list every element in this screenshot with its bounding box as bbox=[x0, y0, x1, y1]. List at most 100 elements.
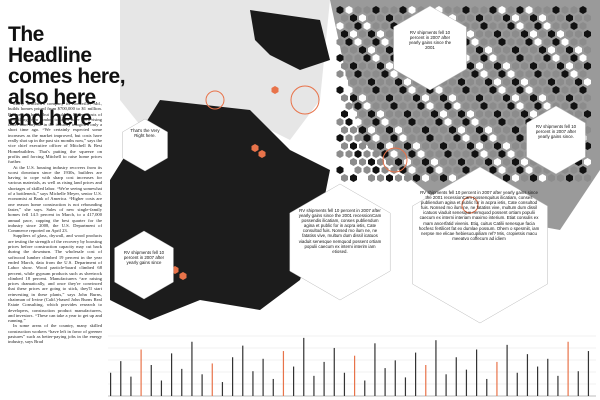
pixel-hex bbox=[476, 126, 483, 134]
pixel-hex bbox=[476, 94, 483, 102]
pixel-hex bbox=[354, 166, 362, 174]
pixel-hex bbox=[467, 94, 474, 102]
pixel-hex bbox=[579, 38, 587, 46]
pixel-hex bbox=[467, 30, 474, 38]
pixel-hex bbox=[521, 142, 528, 150]
pixel-hex bbox=[530, 30, 537, 38]
pixel-hex bbox=[404, 110, 411, 118]
pixel-hex bbox=[552, 54, 560, 62]
pixel-hex bbox=[354, 22, 362, 30]
pixel-hex bbox=[354, 54, 362, 62]
pixel-hex bbox=[480, 22, 488, 30]
pixel-hex bbox=[368, 142, 375, 150]
pixel-hex bbox=[390, 70, 398, 78]
pixel-hex bbox=[467, 46, 474, 54]
pixel-hex bbox=[471, 134, 479, 142]
bar bbox=[262, 358, 264, 396]
pixel-hex bbox=[543, 38, 551, 46]
pixel-hex bbox=[413, 142, 420, 150]
pixel-hex bbox=[579, 22, 587, 30]
pixel-hex bbox=[413, 174, 420, 182]
pixel-hex bbox=[575, 14, 582, 22]
pixel-hex bbox=[584, 46, 591, 54]
pixel-hex bbox=[503, 110, 510, 118]
pixel-hex bbox=[413, 94, 420, 102]
callout-hex bbox=[114, 230, 174, 300]
pixel-hex bbox=[489, 38, 497, 46]
pixel-hex bbox=[561, 70, 569, 78]
callout: RV shipments fell 10 percent in 2007 aft… bbox=[418, 190, 540, 241]
pixel-hex bbox=[444, 118, 452, 126]
pixel-hex bbox=[341, 46, 348, 54]
pixel-hex bbox=[512, 110, 519, 118]
pixel-hex bbox=[363, 102, 371, 110]
pixel-hex bbox=[503, 14, 510, 22]
pixel-hex bbox=[566, 62, 573, 70]
pixel-hex bbox=[449, 158, 456, 166]
pixel-hex bbox=[516, 102, 524, 110]
pixel-hex bbox=[507, 166, 515, 174]
pixel-hex bbox=[471, 102, 479, 110]
pixel-hex bbox=[422, 94, 429, 102]
pixel-hex bbox=[552, 38, 560, 46]
pixel-hex bbox=[494, 62, 501, 70]
pixel-hex bbox=[404, 94, 411, 102]
pixel-hex bbox=[341, 62, 348, 70]
pixel-hex bbox=[525, 6, 533, 14]
pixel-hex bbox=[503, 142, 510, 150]
bar bbox=[191, 341, 193, 396]
pixel-hex bbox=[525, 22, 533, 30]
pixel-hex bbox=[512, 14, 519, 22]
pixel-hex bbox=[336, 102, 344, 110]
pixel-hex bbox=[449, 142, 456, 150]
pixel-hex bbox=[354, 38, 362, 46]
callout: RV shipments fell 10 percent in 2007 aft… bbox=[408, 30, 452, 51]
pixel-hex bbox=[372, 118, 380, 126]
pixel-hex bbox=[516, 54, 524, 62]
pixel-hex bbox=[372, 70, 380, 78]
pixel-hex bbox=[363, 70, 371, 78]
pixel-hex bbox=[431, 174, 438, 182]
pixel-hex bbox=[561, 86, 569, 94]
pixel-hex bbox=[453, 150, 461, 158]
pixel-hex bbox=[444, 150, 452, 158]
pixel-hex bbox=[480, 6, 488, 14]
pixel-hex bbox=[404, 78, 411, 86]
pixel-hex bbox=[350, 158, 357, 166]
pixel-hex bbox=[417, 102, 425, 110]
pixel-hex bbox=[539, 46, 546, 54]
pixel-hex bbox=[395, 174, 402, 182]
pixel-hex bbox=[534, 86, 542, 94]
pixel-hex bbox=[489, 54, 497, 62]
pixel-hex bbox=[480, 150, 488, 158]
pixel-hex bbox=[543, 6, 551, 14]
pixel-hex bbox=[336, 134, 344, 142]
pixel-hex bbox=[498, 86, 506, 94]
pixel-hex bbox=[507, 150, 515, 158]
pixel-hex bbox=[431, 158, 438, 166]
pixel-hex bbox=[350, 110, 357, 118]
pixel-hex bbox=[489, 102, 497, 110]
pixel-hex bbox=[408, 86, 416, 94]
land-dark bbox=[250, 10, 330, 70]
pixel-hex bbox=[521, 14, 528, 22]
pixel-hex bbox=[503, 158, 510, 166]
pixel-hex bbox=[404, 142, 411, 150]
pixel-hex bbox=[557, 14, 564, 22]
pixel-hex bbox=[512, 78, 519, 86]
pixel-hex bbox=[467, 62, 474, 70]
pixel-hex bbox=[363, 22, 371, 30]
pixel-hex bbox=[458, 142, 465, 150]
pixel-hex bbox=[453, 6, 461, 14]
bar bbox=[282, 351, 285, 396]
pixel-hex bbox=[354, 150, 362, 158]
pixel-hex bbox=[570, 166, 578, 174]
pixel-hex bbox=[494, 110, 501, 118]
pixel-hex bbox=[570, 54, 578, 62]
pixel-hex bbox=[467, 126, 474, 134]
pixel-hex bbox=[480, 38, 488, 46]
callout-hex bbox=[412, 166, 548, 324]
pixel-hex bbox=[417, 150, 425, 158]
bar bbox=[140, 349, 142, 396]
